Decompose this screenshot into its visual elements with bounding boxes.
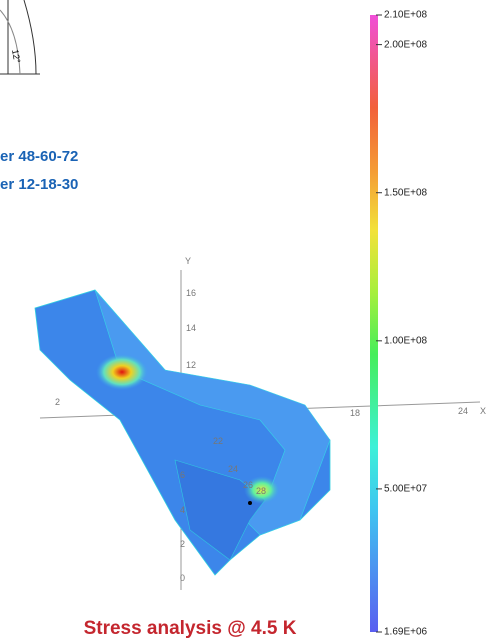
colorbar-tick-label: 1.69E+06 bbox=[384, 627, 428, 638]
legend-line: er 12-18-30 bbox=[0, 176, 78, 193]
y-number: 2 bbox=[180, 539, 185, 549]
y-number: 4 bbox=[180, 505, 185, 515]
y-number: 16 bbox=[186, 288, 196, 298]
z-number: 24 bbox=[228, 464, 238, 474]
colorbar bbox=[370, 15, 378, 632]
x-number: 2 bbox=[55, 397, 60, 407]
x-number: 24 bbox=[458, 406, 468, 416]
stress-model bbox=[35, 290, 330, 575]
colorbar-tick-label: 1.50E+08 bbox=[384, 187, 428, 198]
screen: 12° er 48-60-72 er 12-18-30 Y X 16 14 12… bbox=[0, 0, 493, 643]
colorbar-tick-label: 1.00E+08 bbox=[384, 335, 428, 346]
z-number: 28 bbox=[256, 486, 266, 496]
colorbar-tick-label: 5.00E+07 bbox=[384, 484, 428, 495]
z-number: 26 bbox=[243, 480, 253, 490]
y-number: 12 bbox=[186, 360, 196, 370]
dimension-drawing bbox=[0, 0, 40, 74]
y-axis-label: Y bbox=[185, 256, 191, 266]
y-number: 14 bbox=[186, 323, 196, 333]
colorbar-tick-label: 2.00E+08 bbox=[384, 39, 428, 50]
colorbar-tick-label: 2.10E+08 bbox=[384, 10, 428, 21]
x-number: 18 bbox=[350, 408, 360, 418]
legend-line: er 48-60-72 bbox=[0, 148, 78, 165]
angle-label: 12° bbox=[10, 49, 22, 65]
y-number: 6 bbox=[180, 470, 185, 480]
caption: Stress analysis @ 4.5 K bbox=[84, 618, 297, 639]
y-number: 0 bbox=[180, 573, 185, 583]
x-axis-label: X bbox=[480, 406, 486, 416]
z-number: 22 bbox=[213, 436, 223, 446]
